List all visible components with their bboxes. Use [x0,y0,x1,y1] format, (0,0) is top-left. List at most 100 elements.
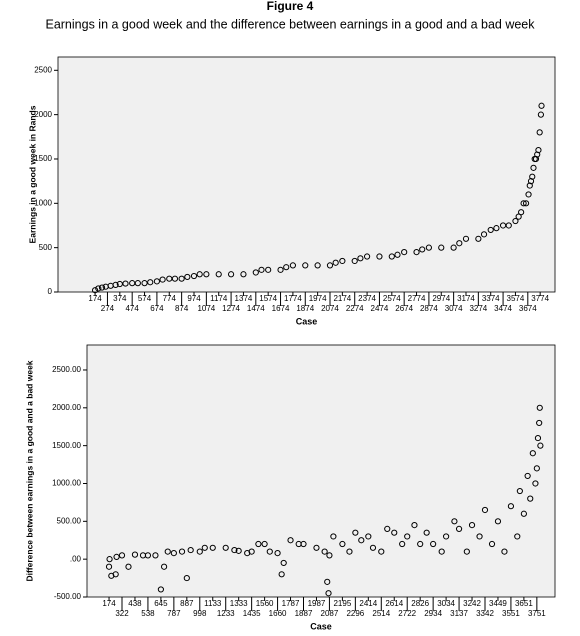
point [164,548,171,555]
point [450,244,457,251]
point [325,590,332,597]
x-tick-label: 2934 [424,609,442,618]
y-tick-label: 2500 [34,65,52,74]
point [266,548,273,555]
point [105,563,113,570]
x-tick-label: 974 [187,294,201,303]
x-tick-label: 1233 [217,609,235,618]
point [314,262,321,269]
point [537,442,544,449]
point [184,273,191,281]
x-tick-label: 2874 [420,304,438,313]
point [493,225,500,232]
x-tick-label: 2087 [321,609,339,618]
point [529,450,536,457]
point [178,275,185,282]
point [357,255,364,262]
x-tick-label: 174 [102,599,116,608]
point [476,533,483,540]
x-tick-label: 2722 [398,609,416,618]
point [258,266,265,273]
point [122,280,129,287]
point [419,246,426,253]
y-tick-label: 1000.00 [52,479,81,488]
x-tick-label: 3137 [450,609,468,618]
point [516,487,523,495]
point [187,546,194,554]
point [209,544,216,551]
point [455,525,463,532]
x-tick-label: 1374 [235,294,253,303]
point [190,272,198,280]
y-tick-label: -500.00 [54,592,82,601]
point [494,518,502,525]
point [394,251,401,258]
point [112,281,119,289]
point [283,264,290,271]
point [417,540,424,548]
point [527,495,534,502]
point [529,173,536,180]
x-tick-label: 1974 [309,294,327,303]
x-tick-label: 174 [88,294,102,303]
point [524,472,531,480]
point [537,111,545,118]
point [520,200,527,207]
point [313,544,320,551]
x-tick-label: 1333 [230,599,248,608]
point [170,550,177,557]
x-tick-label: 2674 [395,304,413,313]
point [339,257,346,265]
y-tick-label: 2000 [34,110,52,119]
x-tick-label: 1874 [296,304,314,313]
point [106,556,113,563]
point [351,257,358,265]
figure-title: Figure 4 [267,0,314,13]
point [365,533,372,540]
x-tick-label: 3074 [445,304,463,313]
point [487,226,494,234]
x-tick-label: 2296 [346,609,364,618]
x-tick-label: 787 [167,609,181,618]
point [289,262,297,269]
point [481,506,489,514]
point [178,548,186,555]
point [203,271,210,278]
point [171,275,179,282]
point [369,544,377,551]
x-tick-label: 3342 [476,609,494,618]
point [378,548,385,555]
x-tick-label: 3449 [489,599,507,608]
x-axis-label: Case [310,621,332,631]
point [116,280,123,288]
point [535,147,542,154]
x-tick-label: 2274 [346,304,364,313]
point [352,529,359,536]
point [91,287,99,294]
point [358,537,365,544]
x-tick-label: 274 [101,304,115,313]
x-tick-label: 3751 [528,609,546,618]
y-tick-label: 2000.00 [52,403,81,412]
x-tick-label: 1435 [243,609,261,618]
point [530,164,537,171]
y-axis-label: Earnings in a good week in Rands [27,105,37,243]
point [538,102,545,109]
point [388,253,395,260]
point [265,266,272,273]
x-tick-label: 3174 [457,294,475,303]
point [196,548,203,555]
point [399,540,406,548]
point [152,552,159,559]
y-tick-label: 1500.00 [52,441,81,450]
point [480,231,488,238]
point [98,284,106,291]
x-tick-label: 645 [154,599,168,608]
x-tick-label: 1574 [259,294,277,303]
x-tick-label: 538 [141,609,155,618]
point [159,276,166,283]
point [125,563,132,570]
point [522,200,530,207]
x-tick-label: 3774 [531,294,549,303]
